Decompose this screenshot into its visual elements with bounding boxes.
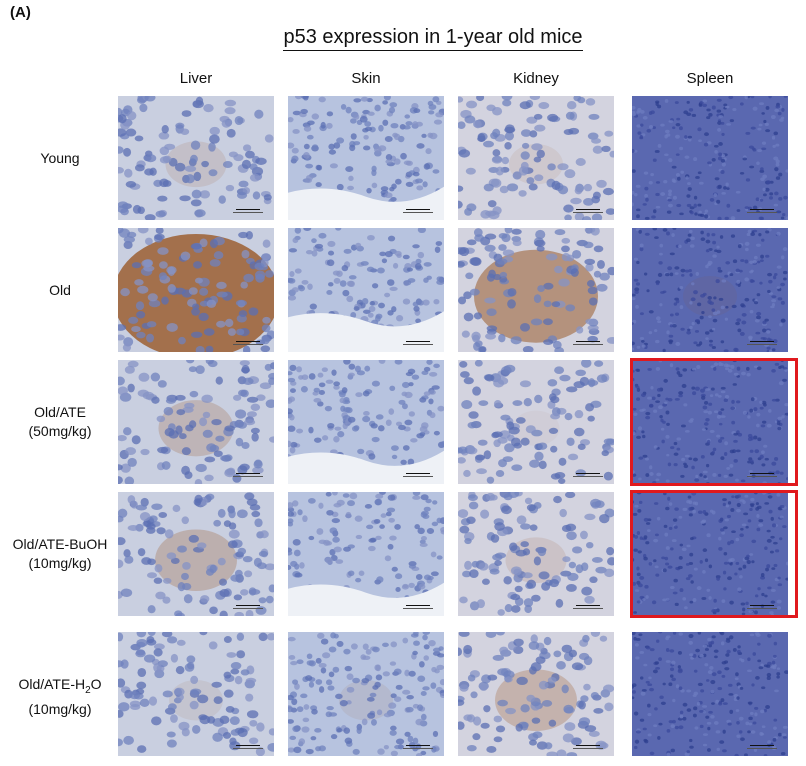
micrograph-kidney-old (458, 228, 614, 352)
column-header-skin: Skin (351, 70, 381, 87)
micrograph-kidney-old-ate-buoh (458, 492, 614, 616)
micrograph-skin-old-ate-buoh (288, 492, 444, 616)
micrograph-kidney-old-ate (458, 360, 614, 484)
scale-bar (573, 473, 603, 477)
scale-bar (403, 341, 433, 345)
micrograph-spleen-young (632, 96, 788, 220)
micrograph-liver-old-ate-h (118, 632, 274, 756)
micrograph-liver-young (118, 96, 274, 220)
micrograph-image (288, 228, 444, 352)
scale-bar (747, 605, 777, 609)
row-label: Old/ATE-BuOH (10mg/kg) (8, 535, 112, 573)
scale-bar (403, 473, 433, 477)
row-label-line1: Old/ATE (34, 404, 86, 420)
micrograph-kidney-old-ate-h (458, 632, 614, 756)
scale-bar (233, 209, 263, 213)
scale-bar (403, 209, 433, 213)
panel-label: (A) (10, 4, 31, 21)
micrograph-skin-old-ate-h (288, 632, 444, 756)
row-label-dose: (10mg/kg) (28, 555, 92, 571)
highlight-box (630, 358, 798, 486)
scale-bar (233, 341, 263, 345)
micrograph-image (632, 360, 788, 484)
row-label-line1: Old/ATE-BuOH (12, 536, 108, 552)
scale-bar (747, 209, 777, 213)
micrograph-image (118, 360, 274, 484)
micrograph-image (288, 492, 444, 616)
micrograph-image (632, 96, 788, 220)
row-label-line1: Old/ATE-H2O (18, 676, 102, 696)
scale-bar (573, 605, 603, 609)
figure-title: p53 expression in 1-year old mice (283, 26, 583, 51)
micrograph-kidney-young (458, 96, 614, 220)
row-label-line1: Old (49, 281, 71, 298)
row-label-dose: (50mg/kg) (28, 423, 92, 439)
micrograph-spleen-old-ate (632, 360, 788, 484)
micrograph-skin-old (288, 228, 444, 352)
micrograph-liver-old-ate (118, 360, 274, 484)
row-label: Young (8, 149, 112, 168)
micrograph-image (288, 632, 444, 756)
micrograph-skin-young (288, 96, 444, 220)
micrograph-image (118, 492, 274, 616)
figure-title-wrap: p53 expression in 1-year old mice (0, 26, 806, 51)
highlight-box (630, 490, 798, 618)
micrograph-image (632, 228, 788, 352)
column-header-kidney: Kidney (513, 70, 559, 87)
scale-bar (747, 341, 777, 345)
micrograph-liver-old-ate-buoh (118, 492, 274, 616)
row-label: Old (8, 281, 112, 300)
micrograph-liver-old (118, 228, 274, 352)
scale-bar (233, 605, 263, 609)
row-label: Old/ATE (50mg/kg) (8, 403, 112, 441)
micrograph-spleen-old-ate-buoh (632, 492, 788, 616)
micrograph-image (458, 492, 614, 616)
micrograph-image (458, 360, 614, 484)
scale-bar (233, 473, 263, 477)
micrograph-image (632, 632, 788, 756)
scale-bar (233, 745, 263, 749)
micrograph-image (288, 360, 444, 484)
scale-bar (403, 745, 433, 749)
scale-bar (573, 209, 603, 213)
scale-bar (573, 745, 603, 749)
micrograph-image (458, 228, 614, 352)
row-label: Old/ATE-H2O (10mg/kg) (8, 675, 112, 719)
micrograph-image (118, 228, 274, 352)
scale-bar (573, 341, 603, 345)
column-header-liver: Liver (179, 70, 213, 87)
column-header-spleen: Spleen (686, 70, 734, 87)
row-label-dose: (10mg/kg) (28, 700, 92, 717)
micrograph-image (288, 96, 444, 220)
micrograph-image (118, 632, 274, 756)
scale-bar (403, 605, 433, 609)
micrograph-image (458, 632, 614, 756)
micrograph-image (632, 492, 788, 616)
micrograph-spleen-old (632, 228, 788, 352)
micrograph-image (458, 96, 614, 220)
micrograph-spleen-old-ate-h (632, 632, 788, 756)
scale-bar (747, 745, 777, 749)
scale-bar (747, 473, 777, 477)
row-label-line1: Young (40, 149, 80, 166)
micrograph-skin-old-ate (288, 360, 444, 484)
micrograph-image (118, 96, 274, 220)
